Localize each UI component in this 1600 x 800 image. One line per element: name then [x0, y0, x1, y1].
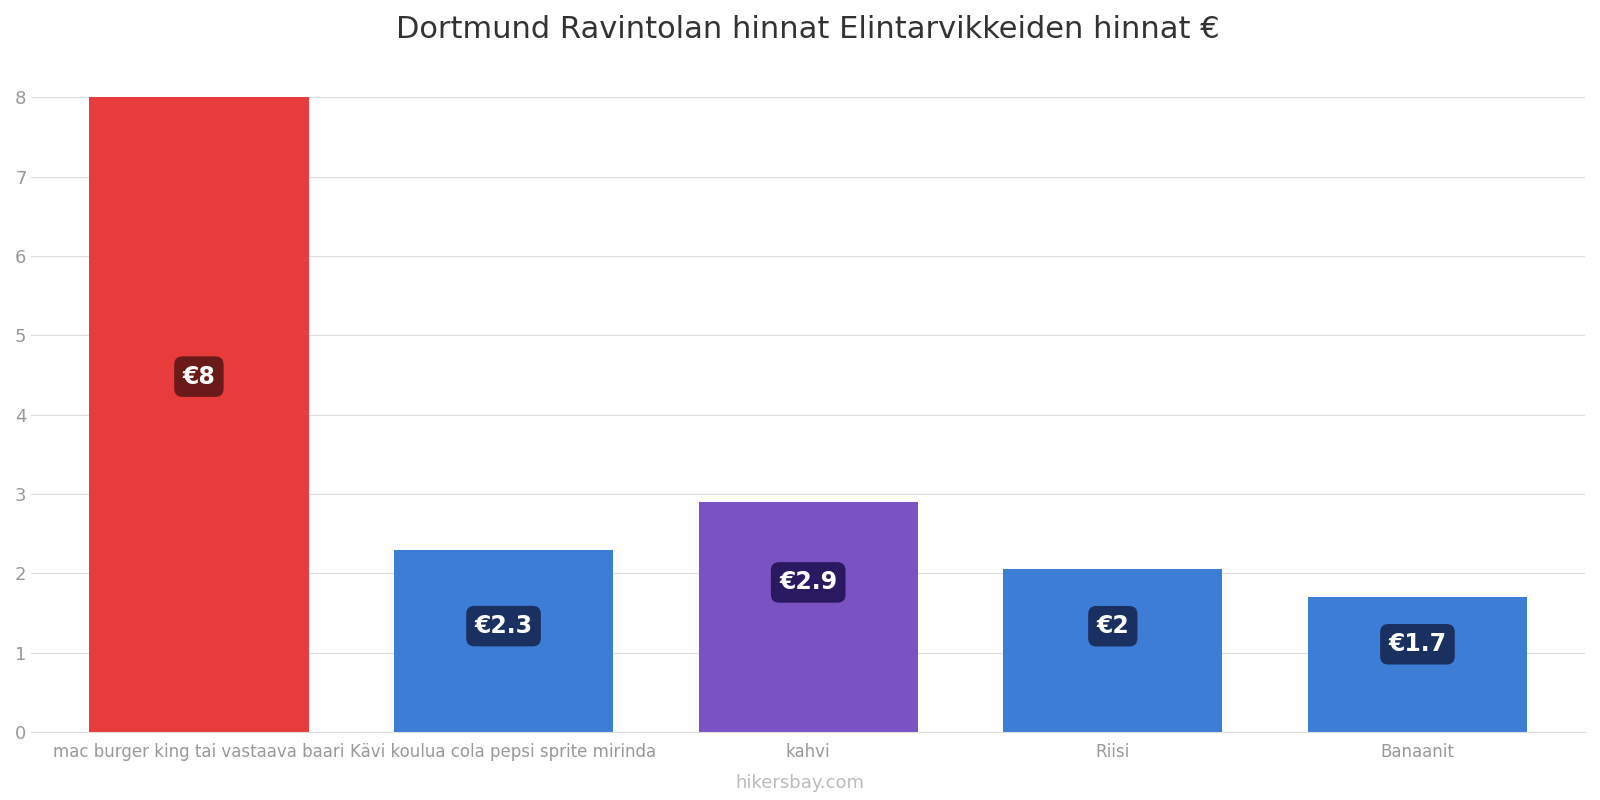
Text: €8: €8 — [182, 365, 216, 389]
Text: €1.7: €1.7 — [1389, 632, 1446, 656]
Bar — [1003, 570, 1222, 732]
Bar — [90, 98, 309, 732]
Bar — [1307, 597, 1526, 732]
Bar — [394, 550, 613, 732]
Text: €2.9: €2.9 — [779, 570, 837, 594]
Text: €2: €2 — [1096, 614, 1130, 638]
Text: hikersbay.com: hikersbay.com — [736, 774, 864, 792]
Bar — [699, 502, 918, 732]
Text: €2.3: €2.3 — [475, 614, 533, 638]
Title: Dortmund Ravintolan hinnat Elintarvikkeiden hinnat €: Dortmund Ravintolan hinnat Elintarvikkei… — [397, 15, 1219, 44]
